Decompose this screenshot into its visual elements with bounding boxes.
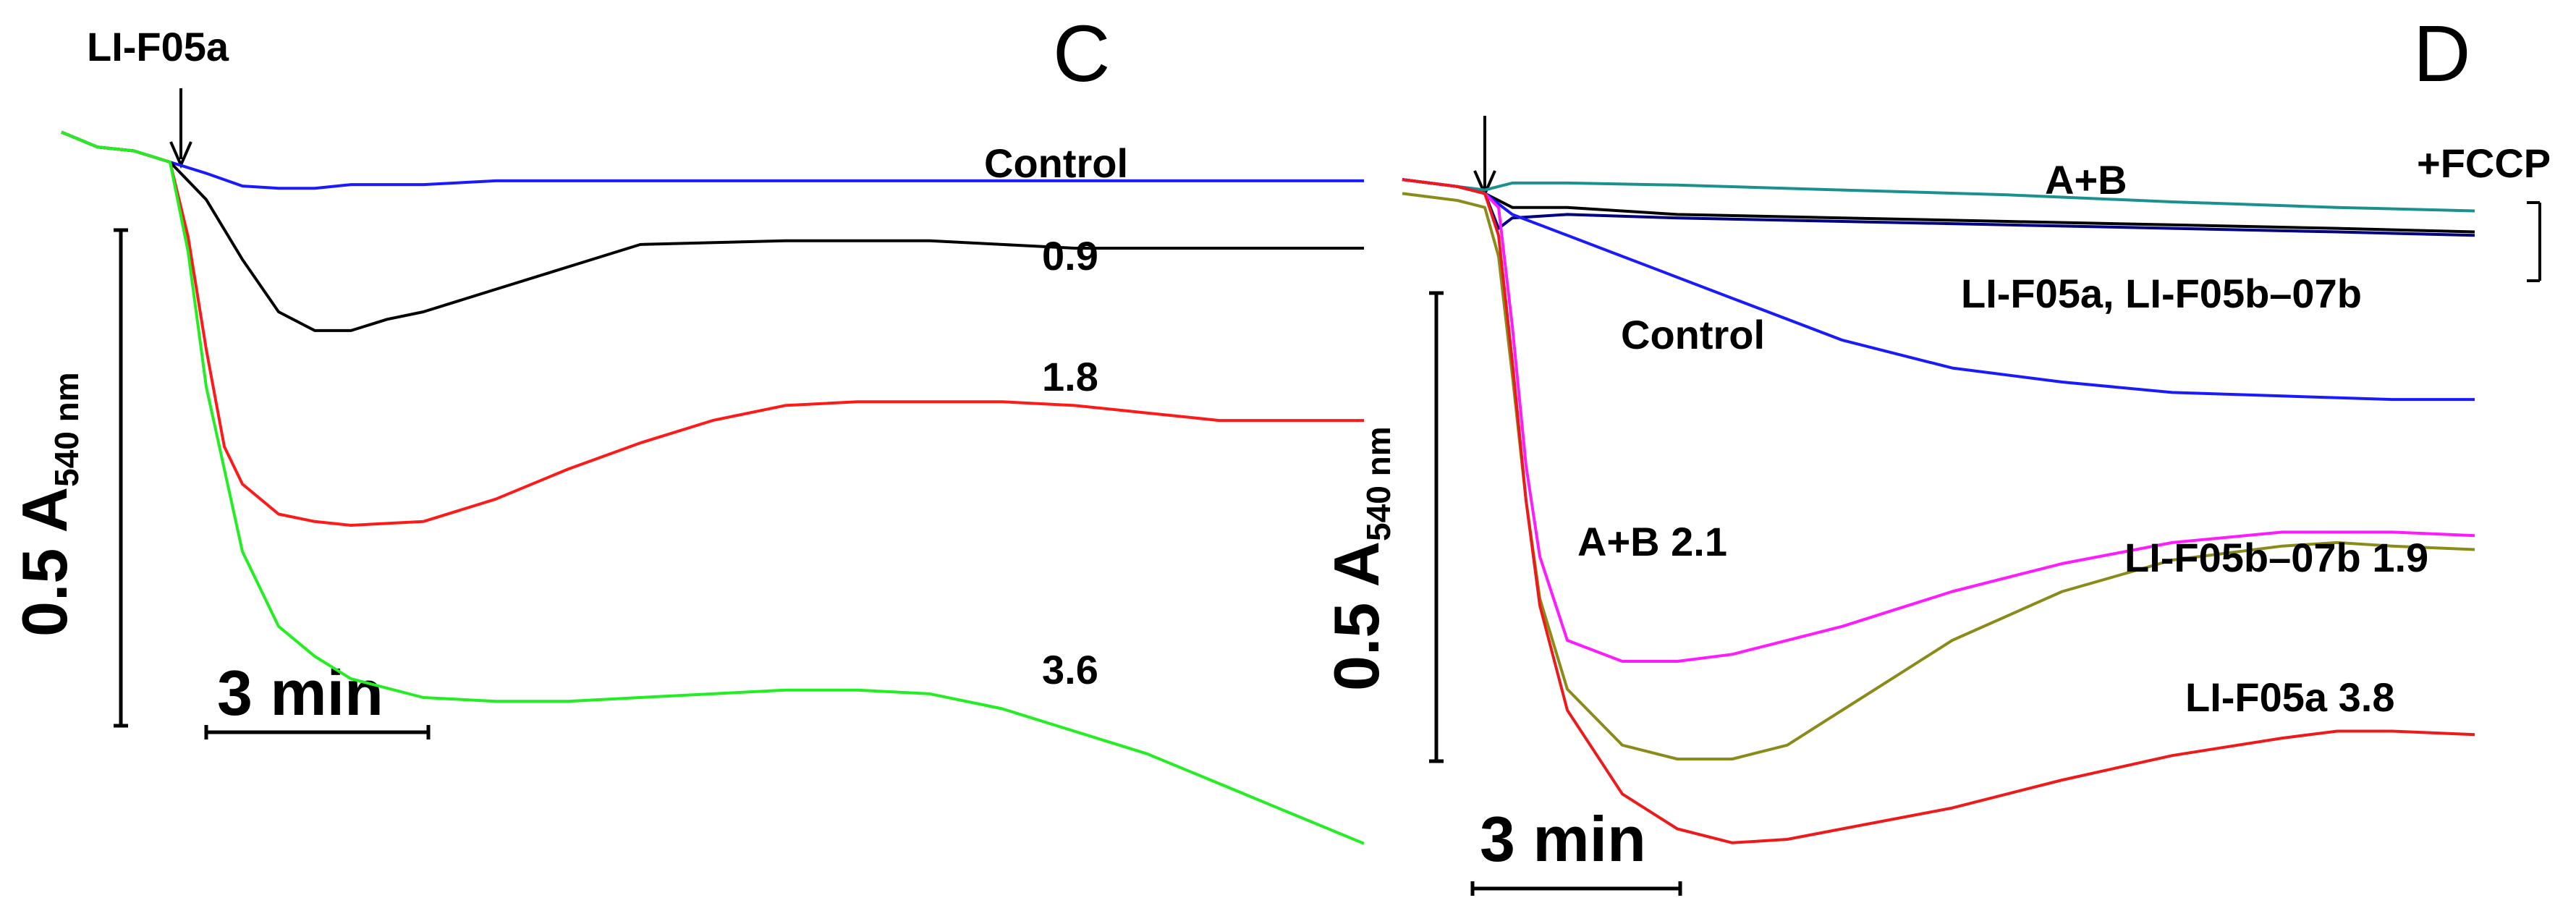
addition-arrow-d xyxy=(1473,116,1496,198)
annotation-a-plus-b-2.1: A+B 2.1 xyxy=(1577,519,1727,564)
addition-label-c: LI-F05a xyxy=(87,24,229,69)
x-scale-bar-c xyxy=(204,725,431,739)
annotation-li-f05b-07b-1.9: LI-F05b–07b 1.9 xyxy=(2124,535,2428,580)
y-scale-label-d: 0.5 A540 nm xyxy=(1321,426,1397,691)
fccp-bracket xyxy=(2527,201,2541,282)
trace-d-4 xyxy=(1402,178,2475,663)
trace-d-0 xyxy=(1402,178,2475,213)
series-label-control-c: Control xyxy=(984,140,1128,186)
traces-c xyxy=(61,130,1365,845)
y-scale-bar-c xyxy=(114,228,128,728)
trace-c-1 xyxy=(61,130,1364,332)
y-scale-label-c: 0.5 A540 nm xyxy=(9,372,85,637)
panel-label-d: D xyxy=(2413,9,2470,98)
series-label-0.9: 0.9 xyxy=(1042,233,1098,279)
x-scale-bar-d xyxy=(1470,881,1682,896)
trace-c-0 xyxy=(61,130,1364,190)
x-scale-label-d: 3 min xyxy=(1480,803,1646,875)
series-label-3.6: 3.6 xyxy=(1042,647,1098,692)
panel-c: C LI-F05a 0.5 A540 nm 3 min Control 0.9 … xyxy=(9,9,1365,845)
addition-arrow-c xyxy=(169,88,192,169)
trace-c-3 xyxy=(61,130,1365,845)
fccp-label: +FCCP xyxy=(2417,140,2551,186)
trace-d-3 xyxy=(1402,178,2475,402)
traces-d xyxy=(1402,178,2475,844)
trace-d-6 xyxy=(1402,178,2475,844)
x-scale-label-c: 3 min xyxy=(217,657,384,729)
series-label-1.8: 1.8 xyxy=(1042,354,1098,399)
y-scale-bar-d xyxy=(1429,291,1444,763)
panel-label-c: C xyxy=(1053,9,1110,98)
annotation-li-f05a-3.8: LI-F05a 3.8 xyxy=(2185,674,2394,720)
annotation-a-plus-b: A+B xyxy=(2045,157,2127,203)
trace-c-2 xyxy=(61,130,1364,527)
panel-d: D 0.5 A540 nm 3 min +FCCP A+B xyxy=(1321,9,2551,896)
annotation-control-d: Control xyxy=(1621,312,1765,357)
trace-d-5 xyxy=(1402,192,2475,760)
annotation-li-f05a-li-f05b-07b: LI-F05a, LI-F05b–07b xyxy=(1961,271,2362,316)
